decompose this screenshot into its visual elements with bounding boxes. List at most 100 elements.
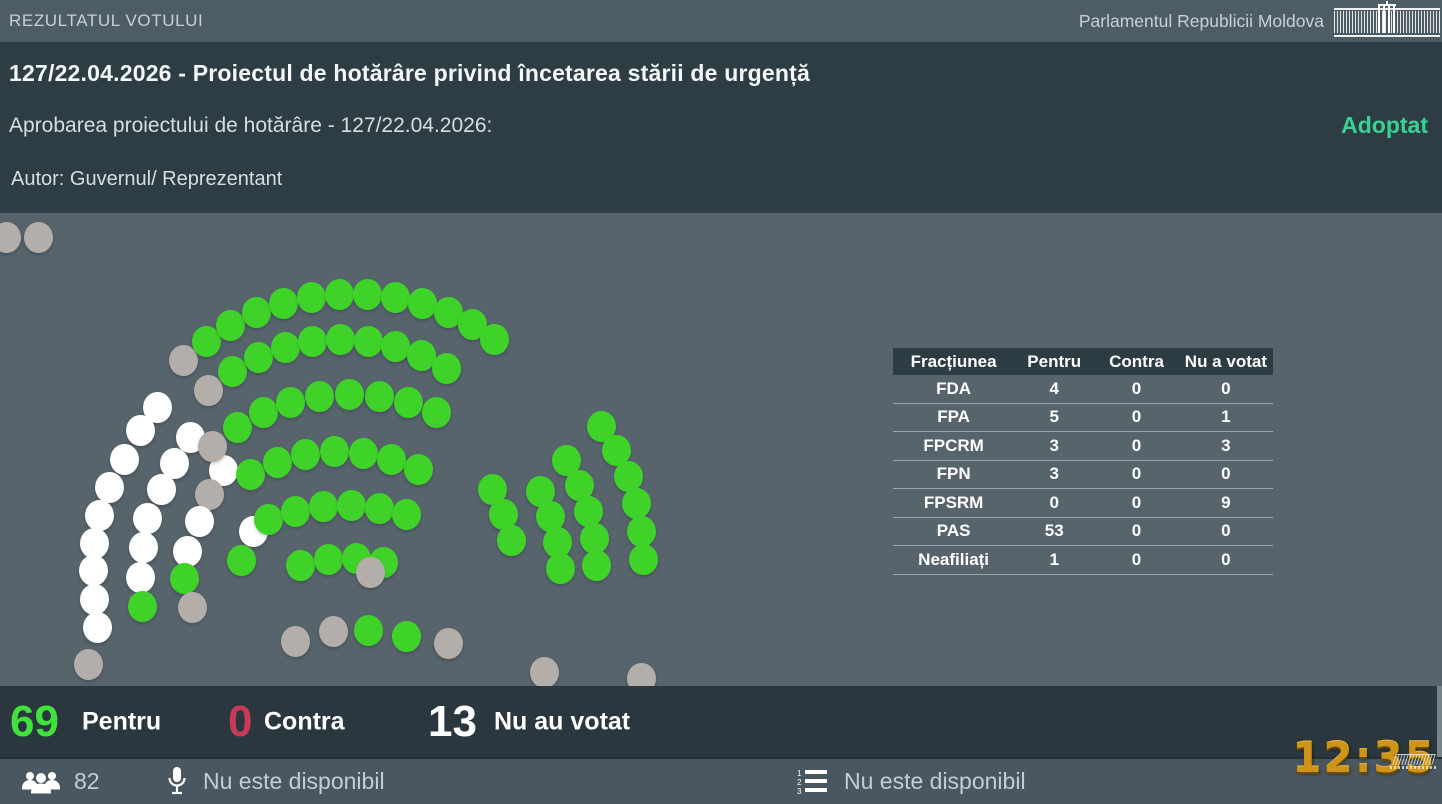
vote-count: 3 <box>1178 431 1273 461</box>
seat-dot <box>614 461 643 492</box>
seat-dot <box>337 490 366 521</box>
seat-dot <box>227 545 256 576</box>
vote-count: 0 <box>1094 431 1179 461</box>
faction-name: FPSRM <box>893 488 1015 518</box>
summary-pentru-value: 69 <box>10 696 59 746</box>
seat-dot <box>602 435 631 466</box>
vote-count: 3 <box>1014 460 1095 489</box>
seat-dot <box>129 532 158 563</box>
column-header-contra: Contra <box>1094 348 1179 375</box>
vote-count: 0 <box>1178 545 1273 575</box>
vote-count: 1 <box>1014 545 1095 575</box>
motion-subtitle: Aprobarea proiectului de hotărâre - 127/… <box>9 114 493 137</box>
seat-dot <box>269 288 298 319</box>
seat-dot <box>629 544 658 575</box>
faction-name: PAS <box>893 517 1015 546</box>
seat-dot <box>281 496 310 527</box>
seat-dot <box>173 536 202 567</box>
faction-name: FDA <box>893 375 1015 404</box>
vote-count: 0 <box>1094 460 1179 489</box>
seat-dot <box>24 222 53 253</box>
seat-dot <box>392 621 421 652</box>
seat-dot <box>365 381 394 412</box>
seat-dot <box>377 444 406 475</box>
watermark-parliament-icon <box>1388 752 1440 778</box>
seat-dot <box>126 562 155 593</box>
vote-count: 0 <box>1094 375 1179 404</box>
summary-pentru-label: Pentru <box>82 707 162 735</box>
motion-author: Autor: Guvernul/ Reprezentant <box>11 168 283 190</box>
seat-dot <box>244 342 273 373</box>
seat-dot <box>320 436 349 467</box>
vote-count: 0 <box>1094 517 1179 546</box>
attendance-indicator: 82 <box>22 759 100 804</box>
seat-dot <box>335 379 364 410</box>
right-edge-strip <box>1437 686 1442 757</box>
table-row: FPSRM 0 0 9 <box>893 488 1273 518</box>
seat-dot <box>126 415 155 446</box>
seat-dot <box>170 563 199 594</box>
motion-header: 127/22.04.2026 - Proiectul de hotărâre p… <box>0 42 1442 213</box>
vote-count: 0 <box>1094 403 1179 432</box>
seat-dot <box>281 626 310 657</box>
seat-dot <box>298 326 327 357</box>
parliament-building-icon <box>1334 1 1440 41</box>
seat-dot <box>408 288 437 319</box>
seat-dot <box>80 584 109 615</box>
seat-dot <box>381 331 410 362</box>
seat-dot <box>622 488 651 519</box>
seat-dot <box>216 310 245 341</box>
seat-dot <box>236 459 265 490</box>
screen-title: REZULTATUL VOTULUI <box>9 11 204 30</box>
column-header-pentru: Pentru <box>1014 348 1095 375</box>
vote-count: 0 <box>1014 488 1095 518</box>
vote-count: 1 <box>1178 403 1273 432</box>
vote-count: 0 <box>1178 517 1273 546</box>
seat-dot <box>185 506 214 537</box>
seat-dot <box>381 282 410 313</box>
seat-dot <box>223 412 252 443</box>
seat-dot <box>365 493 394 524</box>
seat-dot <box>497 525 526 556</box>
seat-dot <box>85 500 114 531</box>
seat-dot <box>147 474 176 505</box>
org-name: Parlamentul Republicii Moldova <box>1078 10 1324 31</box>
seat-dot <box>434 628 463 659</box>
seat-dot <box>325 279 354 310</box>
vote-count: 53 <box>1014 517 1095 546</box>
seat-dot <box>565 470 594 501</box>
seat-dot <box>319 616 348 647</box>
seat-dot <box>394 387 423 418</box>
seat-dot <box>354 615 383 646</box>
seat-dot <box>95 472 124 503</box>
seat-dot <box>582 550 611 581</box>
summary-nu-au-votat-label: Nu au votat <box>494 707 631 735</box>
seat-dot <box>194 375 223 406</box>
vote-count: 0 <box>1178 460 1273 489</box>
seat-dot <box>263 447 292 478</box>
seat-dot <box>546 553 575 584</box>
seat-dot <box>242 297 271 328</box>
seat-dot <box>422 397 451 428</box>
table-row: FPA 5 0 1 <box>893 403 1273 432</box>
seat-dot <box>218 356 247 387</box>
table-row: FDA 4 0 0 <box>893 375 1273 404</box>
seat-dot <box>128 591 157 622</box>
seat-dot <box>489 499 518 530</box>
svg-text:2: 2 <box>797 778 802 787</box>
seat-dot <box>271 332 300 363</box>
svg-text:1: 1 <box>797 769 802 778</box>
seat-dot <box>198 431 227 462</box>
seat-dot <box>160 448 189 479</box>
faction-table-body: FDA 4 0 0 FPA 5 0 1 FPCRM 3 0 3 FPN 3 0 0 FPSRM 0 0 9 PAS 53 0… <box>893 375 1273 575</box>
microphone-status: Nu este disponibil <box>166 759 385 804</box>
faction-name: FPA <box>893 403 1015 432</box>
seat-dot <box>305 381 334 412</box>
vote-count: 5 <box>1014 403 1095 432</box>
vote-count: 0 <box>1178 375 1273 404</box>
seat-dot <box>392 499 421 530</box>
agenda-status: 1 2 3 Nu este disponibil <box>797 759 1026 804</box>
seat-dot <box>407 340 436 371</box>
vote-count: 3 <box>1014 431 1095 461</box>
